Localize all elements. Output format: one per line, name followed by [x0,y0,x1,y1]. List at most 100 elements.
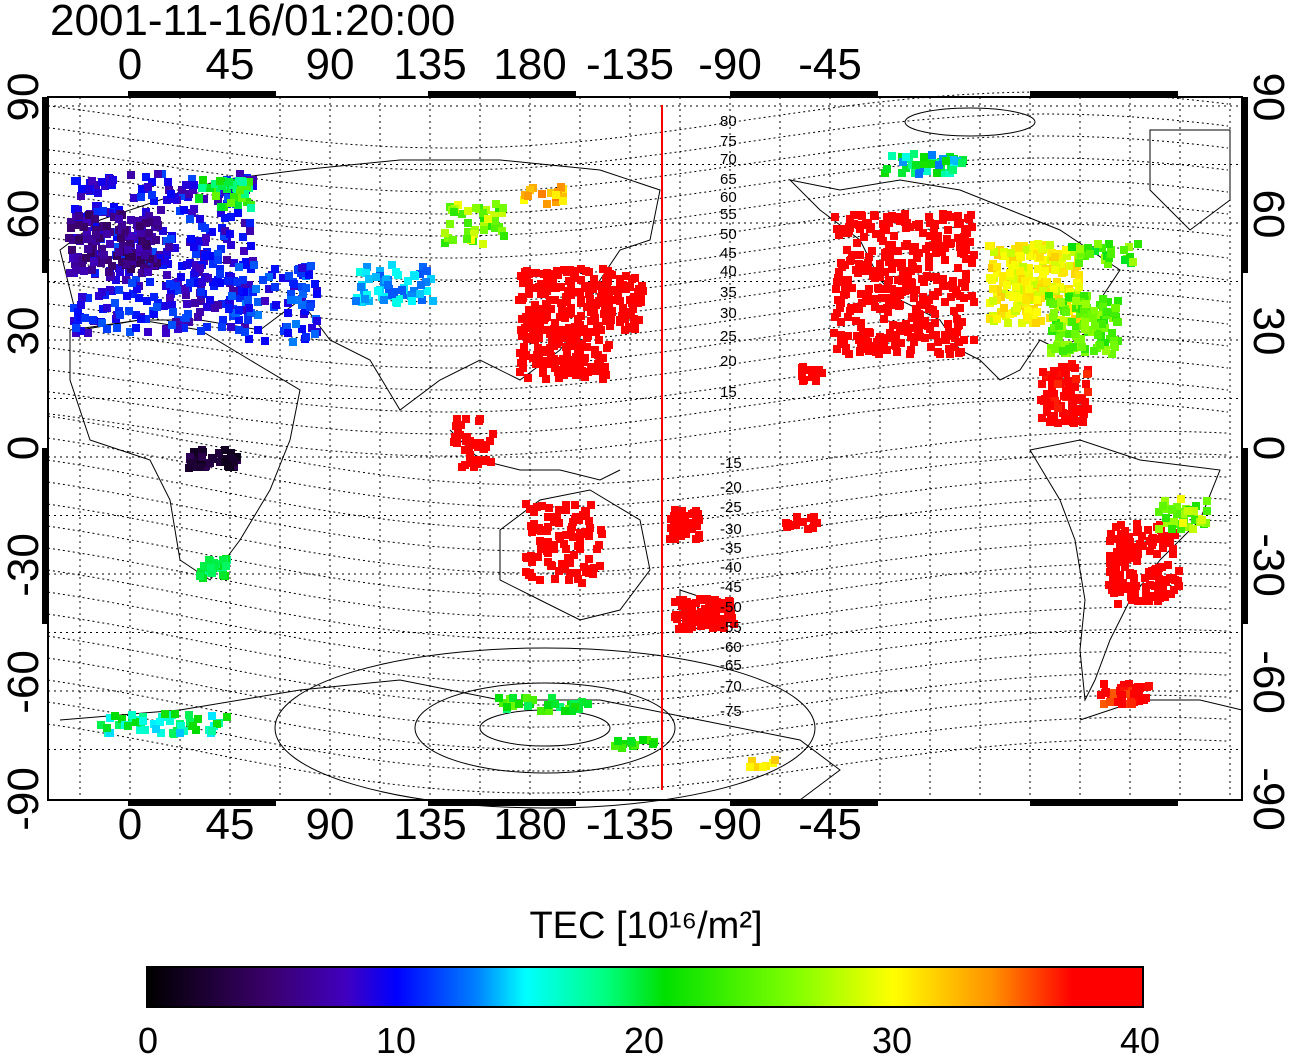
tec-pixel [214,250,222,258]
right-latitude-tick: -90 [1244,767,1292,831]
tec-pixel [384,281,392,289]
tec-pixel [566,569,574,577]
tec-pixel [141,251,149,259]
tec-pixel [390,288,398,296]
tec-pixel [155,254,163,262]
tec-pixel [1203,507,1211,515]
tec-pixel [1080,306,1088,314]
tec-pixel [792,521,800,529]
tec-pixel [693,522,701,530]
tec-pixel [598,530,606,538]
tec-pixel [115,215,123,223]
tec-pixel [544,538,552,546]
tec-pixel [898,169,906,177]
tec-pixel [107,179,115,187]
tec-pixel [65,234,73,242]
tec-pixel [1086,250,1094,258]
tec-pixel [1051,345,1059,353]
tec-pixel [1198,516,1206,524]
tec-pixel [182,181,190,189]
tec-pixel [907,267,915,275]
tec-pixel [562,545,570,553]
tec-pixel [110,213,118,221]
tec-pixel [844,313,852,321]
tec-pixel [148,191,156,199]
tec-pixel [968,292,976,300]
tec-pixel [1009,256,1017,264]
tec-pixel [138,237,146,245]
tec-pixel [230,193,238,201]
tec-pixel [1075,271,1083,279]
tec-pixel [169,729,177,737]
tec-pixel [1108,350,1116,358]
tec-pixel [961,225,969,233]
tec-pixel [871,303,879,311]
contour-label: -70 [720,678,742,695]
tec-pixel [572,513,580,521]
tec-pixel [907,278,915,286]
tec-pixel [106,729,114,737]
tec-pixel [110,203,118,211]
tec-pixel [1120,681,1128,689]
tec-pixel [555,374,563,382]
tec-pixel [540,358,548,366]
tec-pixel [1009,293,1017,301]
tec-pixel [185,711,193,719]
contour-label: 15 [720,384,737,401]
tec-pixel [576,288,584,296]
tec-pixel [224,462,232,470]
tec-pixel [524,192,532,200]
tec-pixel [464,219,472,227]
tec-pixel [290,280,298,288]
tec-pixel [837,299,845,307]
tec-pixel [77,192,85,200]
tec-pixel [1077,250,1085,258]
tec-pixel [98,319,106,327]
tec-pixel [592,328,600,336]
tec-pixel [960,336,968,344]
tec-pixel [925,253,933,261]
tec-pixel [883,285,891,293]
tec-pixel [1192,502,1200,510]
tec-pixel [916,333,924,341]
tec-pixel [1081,317,1089,325]
tec-pixel [418,296,426,304]
tec-pixel [241,323,249,331]
frame-tick-bars [42,91,1248,806]
tec-pixel [1107,250,1115,258]
tec-pixel [848,284,856,292]
map-title-timestamp: 2001-11-16/01:20:00 [50,0,456,45]
tec-pixel [149,248,157,256]
tec-pixel [1051,397,1059,405]
tec-pixel [952,213,960,221]
tec-pixel [538,502,546,510]
tec-pixel [163,248,171,256]
tec-pixel [218,182,226,190]
tec-pixel [1021,277,1029,285]
tec-pixel [106,240,114,248]
tec-pixel [563,349,571,357]
tec-pixel [196,463,204,471]
tec-pixel [726,604,734,612]
tec-pixel [1177,495,1185,503]
tec-pixel [1023,313,1031,321]
tec-pixel [458,210,466,218]
tec-pixel [1014,294,1022,302]
tec-pixel [578,579,586,587]
tec-pixel [1038,380,1046,388]
tec-pixel [133,217,141,225]
tec-pixel [564,287,572,295]
bottom-longitude-tick: 180 [493,800,567,849]
contour-label: 55 [720,206,737,223]
tec-pixel [241,328,249,336]
left-latitude-tick: 60 [0,189,48,239]
tec-pixel [918,275,926,283]
tec-pixel [171,244,179,252]
tec-pixel [144,183,152,191]
tec-pixel [804,525,812,533]
tec-pixel [1012,283,1020,291]
tec-pixel [842,229,850,237]
colorbar [146,966,1144,1008]
tec-pixel [423,287,431,295]
tec-pixel [714,605,722,613]
